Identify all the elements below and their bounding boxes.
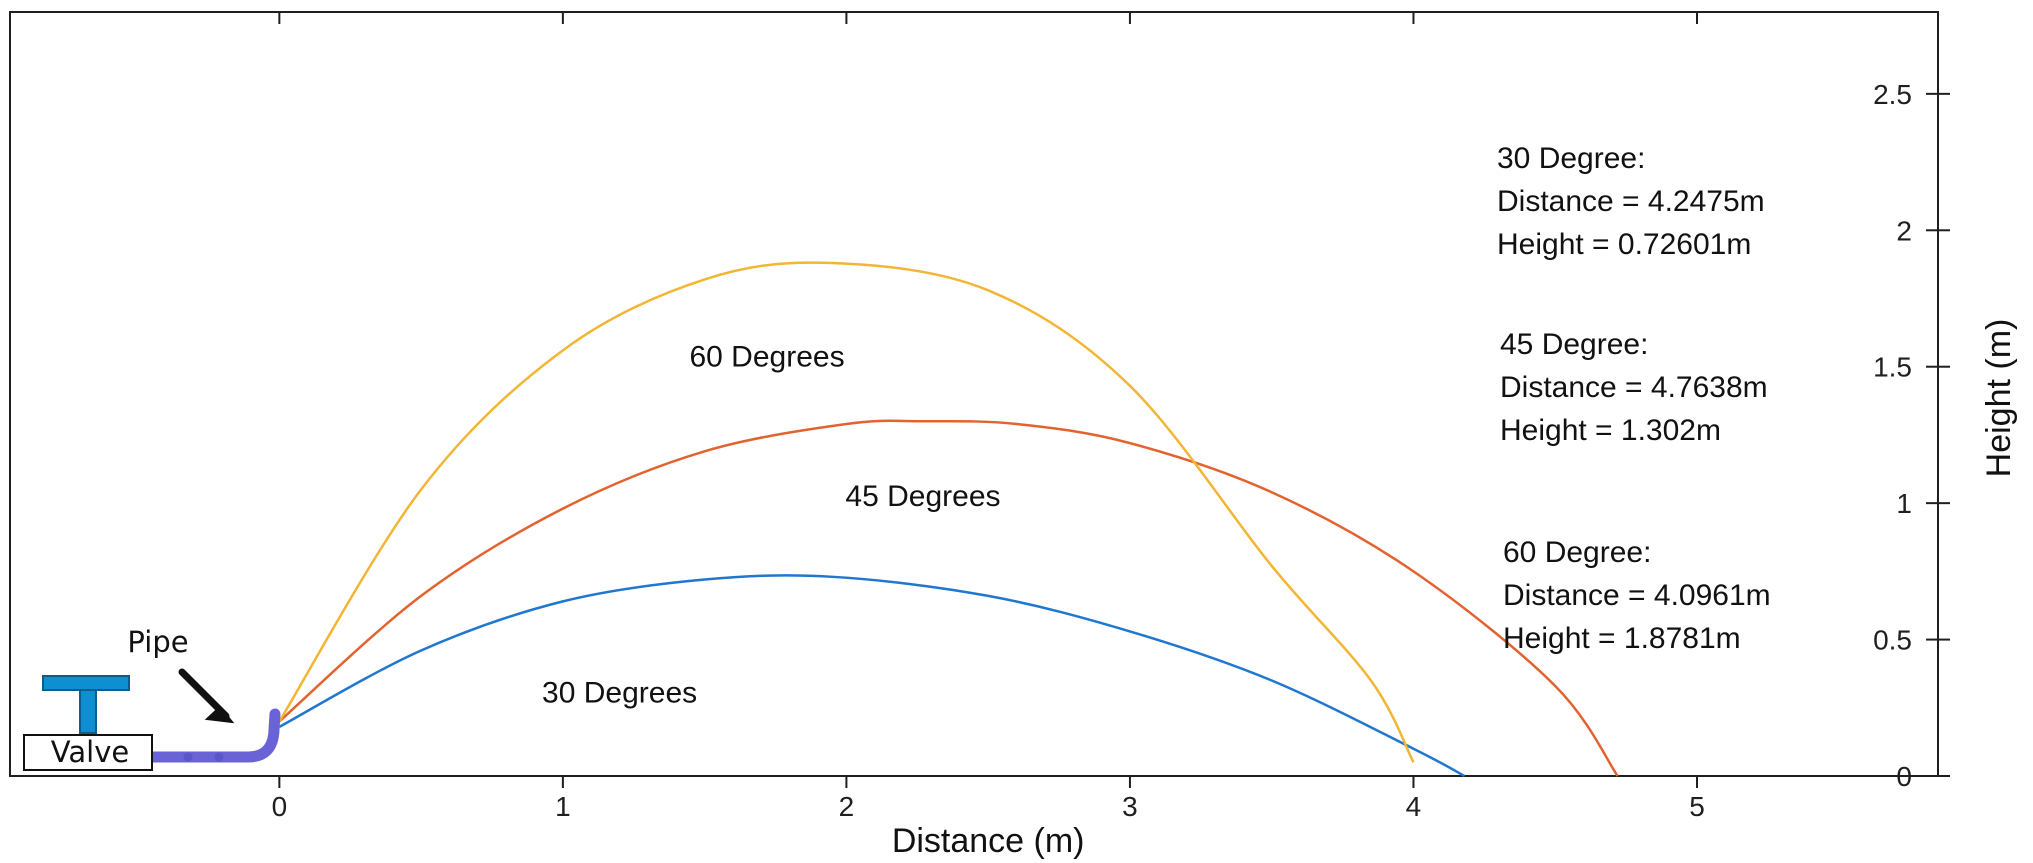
y-tick-label: 2 xyxy=(1896,215,1912,246)
valve-label: Valve xyxy=(51,735,129,769)
y-tick-label: 1.5 xyxy=(1873,352,1912,383)
x-axis-title: Distance (m) xyxy=(892,822,1085,860)
pipe-arrow-head xyxy=(204,705,235,724)
valve-box xyxy=(23,734,153,771)
result-text-line: Distance = 4.0961m xyxy=(1503,579,1771,612)
curve-label: 60 Degrees xyxy=(689,341,844,374)
x-tick-label: 1 xyxy=(555,791,571,822)
pipe-joint-dot xyxy=(183,752,193,762)
trajectory-line xyxy=(278,261,1415,763)
result-text-line: 45 Degree: xyxy=(1500,328,1648,361)
curve-label: 30 Degrees xyxy=(542,676,697,709)
result-text-line: Distance = 4.2475m xyxy=(1497,185,1765,218)
valve-stem xyxy=(79,689,97,734)
x-tick-label: 2 xyxy=(839,791,855,822)
y-tick-label: 2.5 xyxy=(1873,79,1912,110)
y-tick-label: 0.5 xyxy=(1873,625,1912,656)
y-axis-title: Height (m) xyxy=(1980,319,2018,478)
curve-label: 45 Degrees xyxy=(845,480,1000,513)
trajectory-line xyxy=(278,574,1466,778)
result-text-line: Height = 1.302m xyxy=(1500,414,1721,447)
trajectory-line xyxy=(278,419,1619,777)
y-tick-label: 0 xyxy=(1896,761,1912,792)
pipe-label: Pipe xyxy=(127,625,188,659)
result-text-line: Height = 0.72601m xyxy=(1497,228,1751,261)
result-text-line: 30 Degree: xyxy=(1497,142,1645,175)
x-tick-label: 3 xyxy=(1122,791,1138,822)
pipe-joint-dot xyxy=(214,752,224,762)
result-text-line: Height = 1.8781m xyxy=(1503,622,1741,655)
pipe-shape xyxy=(145,708,281,763)
y-tick-label: 1 xyxy=(1896,488,1912,519)
x-tick-label: 5 xyxy=(1689,791,1705,822)
x-tick-label: 4 xyxy=(1406,791,1422,822)
x-tick-label: 0 xyxy=(272,791,288,822)
plot-frame xyxy=(9,11,1939,777)
result-text-line: Distance = 4.7638m xyxy=(1500,371,1768,404)
valve-handle xyxy=(42,675,130,691)
result-text-line: 60 Degree: xyxy=(1503,536,1651,569)
